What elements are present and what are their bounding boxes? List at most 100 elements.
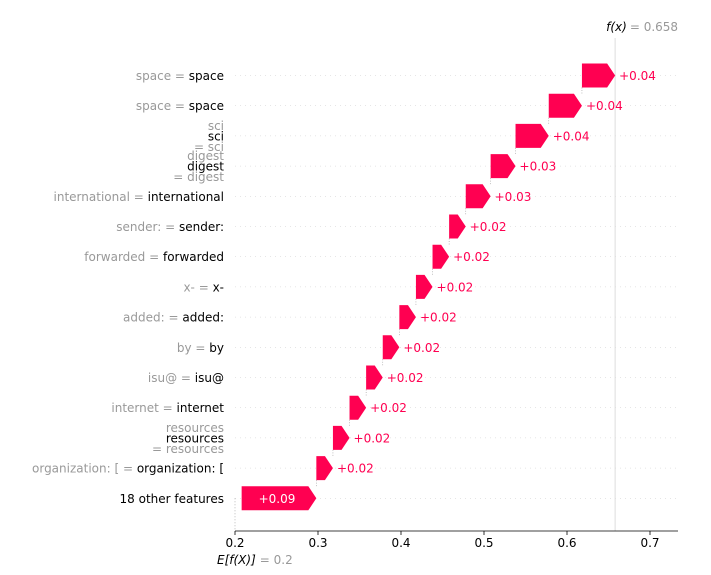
feature-label: forwarded = forwarded [84, 250, 224, 264]
feature-value-text: sci [208, 129, 224, 143]
contribution-bar [449, 214, 466, 239]
feature-label: organization: [ = organization: [ [32, 462, 224, 476]
feature-value-text: resources [166, 431, 224, 445]
feature-name-text: = digest [173, 170, 224, 184]
feature-label: digest [187, 160, 224, 174]
feature-label: internet = internet [111, 401, 224, 415]
bar-value-label: +0.03 [495, 190, 532, 204]
feature-name-text: = [175, 69, 189, 83]
base-value-symbol: E[f(X)] [217, 553, 256, 567]
contribution-bar [399, 305, 416, 330]
feature-label: = digest [173, 170, 224, 184]
feature-name-text: sci [208, 119, 224, 133]
feature-name-text: = [177, 371, 195, 385]
output-value-annotation: f(x) = 0.658 [606, 20, 678, 34]
bar-value-label: +0.04 [586, 99, 623, 113]
bar-value-label: +0.02 [403, 341, 440, 355]
bar-value-label: +0.02 [354, 431, 391, 445]
contribution-bar [316, 456, 333, 481]
contribution-bar [382, 335, 400, 360]
feature-label: = resources [152, 442, 224, 456]
feature-name-text: = [134, 190, 148, 204]
contribution-bar [515, 123, 549, 148]
feature-value-text: space [189, 69, 224, 83]
output-annotation: f(x) = 0.658 [606, 20, 678, 34]
feature-label: resources [166, 431, 224, 445]
feature-name-text: isu@ [148, 371, 177, 385]
bar-value-label: +0.02 [470, 220, 507, 234]
x-axis-tick-label: 0.3 [308, 536, 327, 550]
feature-name-text: = resources [152, 442, 224, 456]
bar-value-label: +0.09 [259, 492, 296, 506]
x-axis-tick-label: 0.2 [225, 536, 244, 550]
bar-value-label: +0.03 [520, 160, 557, 174]
x-axis-tick-label: 0.7 [640, 536, 659, 550]
feature-name-text: forwarded [84, 250, 149, 264]
feature-name-text: = [195, 341, 209, 355]
feature-value-text: 18 other features [120, 492, 224, 506]
feature-name-text: space [136, 69, 175, 83]
base-value-number: = 0.2 [260, 553, 293, 567]
feature-label: isu@ = isu@ [148, 371, 224, 385]
feature-name-text: = [175, 99, 189, 113]
feature-value-text: x- [213, 280, 224, 294]
x-axis-tick-label: 0.5 [474, 536, 493, 550]
feature-value-text: isu@ [195, 371, 224, 385]
feature-name-text: = [168, 311, 182, 325]
feature-name-text: sender: [116, 220, 165, 234]
feature-name-text: added: [123, 311, 168, 325]
x-axis-tick-label: 0.6 [557, 536, 576, 550]
feature-label: digest [187, 149, 224, 163]
feature-name-text: = [163, 401, 177, 415]
contribution-bar [490, 154, 516, 179]
feature-name-text: = [195, 280, 213, 294]
contribution-bar [415, 274, 433, 299]
bar-value-label: +0.04 [619, 69, 656, 83]
feature-value-text: sender: [179, 220, 224, 234]
feature-name-text: = [149, 250, 163, 264]
bar-value-label: +0.02 [437, 280, 474, 294]
feature-name-text: = [119, 462, 137, 476]
output-value-symbol: f(x) [606, 20, 627, 34]
feature-name-text: space [136, 99, 175, 113]
contribution-bar [241, 486, 317, 511]
feature-value-text: space [189, 99, 224, 113]
feature-label: sender: = sender: [116, 220, 224, 234]
feature-label: resources [166, 421, 224, 435]
feature-value-text: internet [177, 401, 225, 415]
feature-label: space = space [136, 69, 224, 83]
feature-name-text: internet [111, 401, 162, 415]
reference-lines [234, 38, 616, 531]
feature-label: sci [208, 119, 224, 133]
feature-value-text: organization: [ [137, 462, 224, 476]
feature-label: x- = x- [183, 280, 224, 294]
contribution-bar [332, 425, 350, 450]
feature-label: 18 other features [120, 492, 224, 506]
feature-name-text: digest [187, 149, 224, 163]
bar-value-label: +0.02 [420, 311, 457, 325]
contribution-bar [349, 395, 367, 420]
bar-value-label: +0.02 [387, 371, 424, 385]
feature-name-text: by [177, 341, 196, 355]
contribution-bars: +0.04 +0.04 +0.04 +0.03 +0.03 +0.02 +0.02 +0.02… [241, 63, 656, 511]
feature-value-text: added: [182, 311, 224, 325]
base-value-annotation: E[f(X)] = 0.2 [217, 553, 293, 567]
feature-name-text: international [54, 190, 134, 204]
x-axis-tick-label: 0.4 [391, 536, 410, 550]
contribution-bar [366, 365, 383, 390]
contribution-bar [432, 244, 450, 269]
feature-value-text: forwarded [163, 250, 224, 264]
feature-value-text: by [209, 341, 224, 355]
output-value-number: = 0.658 [630, 20, 678, 34]
feature-label: space = space [136, 99, 224, 113]
contribution-bar [581, 63, 616, 88]
feature-label: = sci [194, 140, 224, 154]
feature-name-text: organization: [ [32, 462, 119, 476]
feature-label: sci [208, 129, 224, 143]
feature-value-text: international [148, 190, 224, 204]
feature-name-text: x- [183, 280, 194, 294]
x-axis: 0.2 0.3 0.4 0.5 0.6 0.7 E[f(X)] = 0.2 [217, 530, 678, 567]
feature-label: by = by [177, 341, 224, 355]
